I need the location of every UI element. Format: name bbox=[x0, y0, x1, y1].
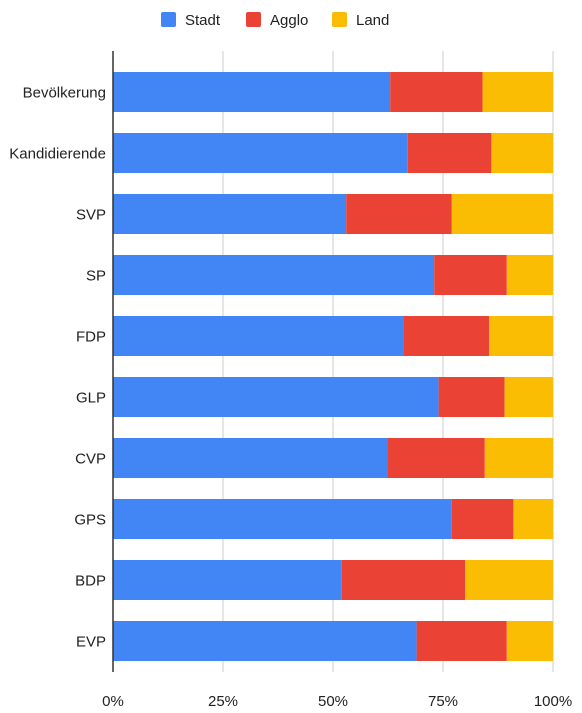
x-axis-ticks: 0% 25% 50% 75% 100% bbox=[102, 693, 572, 710]
legend-label-stadt: Stadt bbox=[185, 12, 221, 29]
bar-sp-land bbox=[506, 255, 553, 295]
bar-sp-stadt bbox=[113, 255, 435, 295]
bar-svp-land bbox=[451, 194, 553, 234]
bar-bdp-land bbox=[465, 560, 553, 600]
bar-svp-stadt bbox=[113, 194, 347, 234]
bar-evp-agglo bbox=[416, 621, 507, 661]
bar-bdp-stadt bbox=[113, 560, 342, 600]
legend-swatch-stadt bbox=[161, 12, 176, 27]
bar-gps-land bbox=[513, 499, 553, 539]
bar-sp-agglo bbox=[434, 255, 507, 295]
x-tick-label: 50% bbox=[318, 693, 348, 710]
category-label-kandidierende: Kandidierende bbox=[9, 146, 106, 163]
legend-label-land: Land bbox=[356, 12, 389, 29]
bar-fdp-agglo bbox=[403, 316, 490, 356]
bar-glp-agglo bbox=[438, 377, 505, 417]
bar-svp-agglo bbox=[346, 194, 452, 234]
category-label-sp: SP bbox=[86, 268, 106, 285]
bar-glp-stadt bbox=[113, 377, 439, 417]
bar-cvp-agglo bbox=[388, 438, 485, 478]
category-label-evp: EVP bbox=[76, 634, 106, 651]
bar-glp-land bbox=[504, 377, 553, 417]
category-label-bevolkerung: Bevölkerung bbox=[23, 85, 106, 102]
category-label-cvp: CVP bbox=[75, 451, 106, 468]
x-tick-label: 100% bbox=[534, 693, 572, 710]
category-label-svp: SVP bbox=[76, 207, 106, 224]
legend-swatch-land bbox=[332, 12, 347, 27]
bar-bevolkerung-land bbox=[482, 72, 553, 112]
bar-cvp-land bbox=[484, 438, 553, 478]
x-tick-label: 0% bbox=[102, 693, 124, 710]
bar-gps-agglo bbox=[451, 499, 514, 539]
bar-cvp-stadt bbox=[113, 438, 388, 478]
bar-kandidierende-agglo bbox=[407, 133, 492, 173]
category-labels: Bevölkerung Kandidierende SVP SP FDP GLP CVP GP… bbox=[9, 85, 106, 651]
bar-bevolkerung-stadt bbox=[113, 72, 391, 112]
legend: Stadt Agglo Land bbox=[161, 12, 389, 29]
bar-evp-land bbox=[506, 621, 553, 661]
legend-label-agglo: Agglo bbox=[270, 12, 308, 29]
bar-gps-stadt bbox=[113, 499, 452, 539]
bar-fdp-stadt bbox=[113, 316, 404, 356]
category-label-bdp: BDP bbox=[75, 573, 106, 590]
bar-bevolkerung-agglo bbox=[390, 72, 483, 112]
x-tick-label: 25% bbox=[208, 693, 238, 710]
x-tick-label: 75% bbox=[428, 693, 458, 710]
bars bbox=[113, 72, 553, 661]
category-label-fdp: FDP bbox=[76, 329, 106, 346]
bar-fdp-land bbox=[489, 316, 553, 356]
bar-bdp-agglo bbox=[341, 560, 465, 600]
bar-evp-stadt bbox=[113, 621, 417, 661]
category-label-glp: GLP bbox=[76, 390, 106, 407]
category-label-gps: GPS bbox=[74, 512, 106, 529]
bar-kandidierende-land bbox=[491, 133, 553, 173]
bar-kandidierende-stadt bbox=[113, 133, 408, 173]
legend-swatch-agglo bbox=[246, 12, 261, 27]
